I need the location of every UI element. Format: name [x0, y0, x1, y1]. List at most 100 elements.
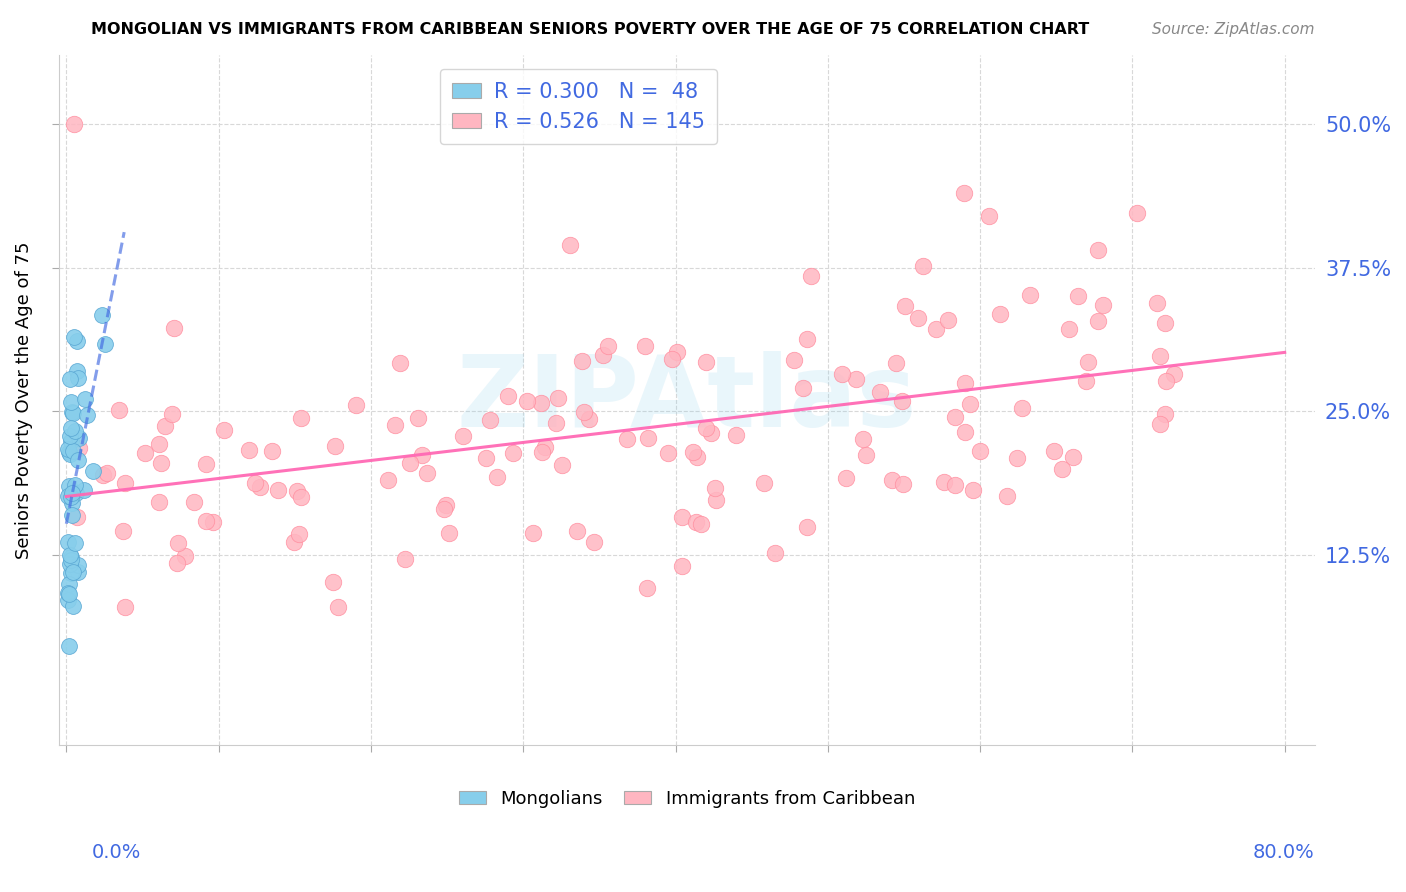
Point — [58, 479, 80, 493]
Point — [666, 345, 689, 359]
Point — [704, 482, 727, 496]
Point — [388, 355, 411, 369]
Point — [945, 478, 967, 492]
Point — [891, 394, 914, 409]
Point — [911, 259, 934, 273]
Point — [637, 431, 659, 445]
Point — [852, 432, 875, 446]
Point — [93, 468, 115, 483]
Point — [485, 469, 508, 483]
Point — [1146, 296, 1168, 310]
Point — [1154, 407, 1177, 421]
Point — [924, 322, 946, 336]
Point — [882, 473, 904, 487]
Point — [60, 553, 83, 567]
Point — [894, 299, 917, 313]
Point — [596, 339, 619, 353]
Point — [60, 496, 83, 510]
Point — [891, 477, 914, 491]
Point — [932, 475, 955, 490]
Point — [59, 434, 82, 448]
Point — [66, 509, 89, 524]
Point — [62, 406, 84, 420]
Point — [1005, 450, 1028, 465]
Point — [671, 559, 693, 574]
Point — [384, 417, 406, 432]
Point — [65, 424, 87, 438]
Point — [94, 336, 117, 351]
Point — [686, 450, 709, 464]
Point — [148, 494, 170, 508]
Point — [62, 566, 84, 580]
Point — [65, 486, 87, 500]
Point — [290, 410, 312, 425]
Point — [285, 483, 308, 498]
Point — [704, 493, 727, 508]
Point — [634, 338, 657, 352]
Point — [434, 498, 457, 512]
Point — [153, 419, 176, 434]
Point — [96, 466, 118, 480]
Point — [433, 501, 456, 516]
Point — [288, 527, 311, 541]
Point — [1087, 243, 1109, 257]
Point — [63, 478, 86, 492]
Point — [212, 423, 235, 437]
Point — [977, 209, 1000, 223]
Point — [415, 466, 437, 480]
Point — [56, 592, 79, 607]
Point — [67, 371, 90, 385]
Point — [479, 413, 502, 427]
Text: MONGOLIAN VS IMMIGRANTS FROM CARIBBEAN SENIORS POVERTY OVER THE AGE OF 75 CORREL: MONGOLIAN VS IMMIGRANTS FROM CARIBBEAN S… — [91, 22, 1090, 37]
Point — [72, 483, 94, 497]
Legend: Mongolians, Immigrants from Caribbean: Mongolians, Immigrants from Caribbean — [451, 782, 922, 815]
Point — [65, 536, 87, 550]
Point — [574, 405, 596, 419]
Point — [695, 355, 717, 369]
Point — [67, 441, 90, 455]
Point — [571, 354, 593, 368]
Point — [202, 515, 225, 529]
Point — [700, 425, 723, 440]
Point — [394, 552, 416, 566]
Point — [58, 445, 80, 459]
Point — [56, 535, 79, 549]
Point — [1149, 349, 1171, 363]
Point — [67, 558, 90, 573]
Point — [522, 525, 544, 540]
Point — [66, 334, 89, 348]
Point — [962, 483, 984, 497]
Point — [800, 268, 823, 283]
Point — [869, 384, 891, 399]
Y-axis label: Seniors Poverty Over the Age of 75: Seniors Poverty Over the Age of 75 — [15, 241, 32, 558]
Point — [831, 367, 853, 381]
Point — [695, 421, 717, 435]
Text: ZIPAtlas: ZIPAtlas — [457, 351, 917, 449]
Point — [547, 391, 569, 405]
Point — [183, 495, 205, 509]
Point — [496, 389, 519, 403]
Point — [1067, 288, 1090, 302]
Point — [260, 444, 283, 458]
Point — [114, 599, 136, 614]
Point — [1062, 450, 1084, 465]
Point — [243, 476, 266, 491]
Point — [399, 457, 422, 471]
Point — [943, 409, 966, 424]
Point — [56, 489, 79, 503]
Point — [406, 410, 429, 425]
Point — [763, 546, 786, 560]
Point — [796, 520, 818, 534]
Point — [616, 432, 638, 446]
Point — [988, 307, 1011, 321]
Point — [163, 320, 186, 334]
Point — [1011, 401, 1033, 415]
Point — [112, 524, 135, 538]
Point — [323, 439, 346, 453]
Point — [583, 535, 606, 549]
Point — [283, 535, 305, 549]
Point — [558, 237, 581, 252]
Point — [60, 490, 83, 504]
Point — [194, 458, 217, 472]
Point — [290, 490, 312, 504]
